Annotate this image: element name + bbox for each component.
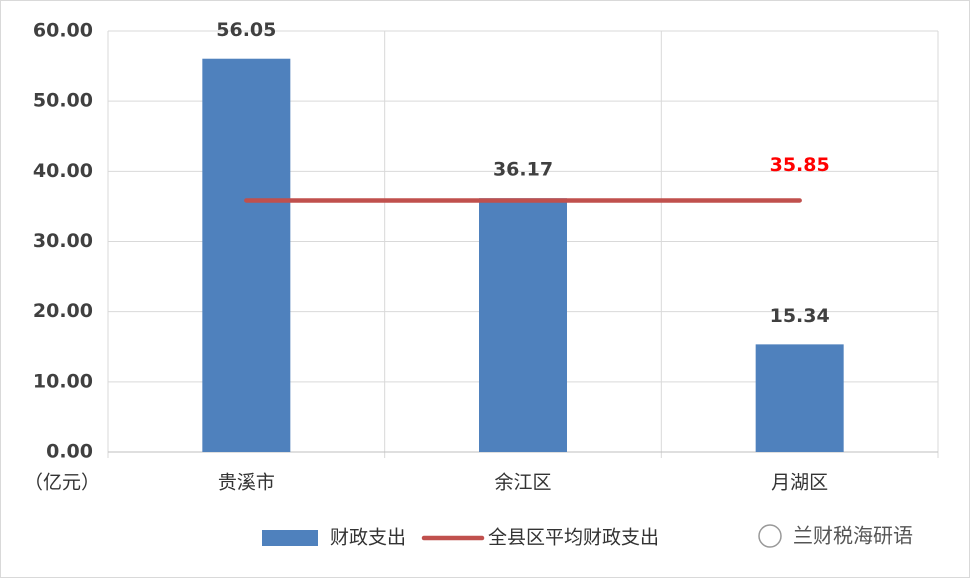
x-tick-label: 贵溪市 [218,472,275,494]
x-tick-label: 余江区 [494,472,551,494]
y-tick-label: 30.00 [33,230,93,252]
y-tick-label: 60.00 [33,20,93,42]
legend-swatch [262,530,318,546]
y-tick-label: 40.00 [33,160,93,182]
bar [755,344,844,452]
x-tick-label: 月湖区 [771,472,828,494]
legend-label: 全县区平均财政支出 [488,527,659,549]
value-label: 56.05 [216,19,276,41]
watermark-icon [758,524,782,548]
value-label: 15.34 [770,305,830,327]
y-tick-label: 50.00 [33,90,93,112]
bar [202,58,291,453]
watermark-text: 兰财税海研语 [793,524,913,548]
value-label: 35.85 [770,154,830,176]
watermark: 兰财税海研语 [758,524,913,548]
value-label: 36.17 [493,159,553,181]
y-tick-label: 10.00 [33,370,93,392]
bar [479,198,567,452]
y-tick-label: 0.00 [46,441,93,463]
legend-label: 财政支出 [330,527,406,549]
unit-label: （亿元） [24,472,100,494]
y-tick-label: 20.00 [33,300,93,322]
